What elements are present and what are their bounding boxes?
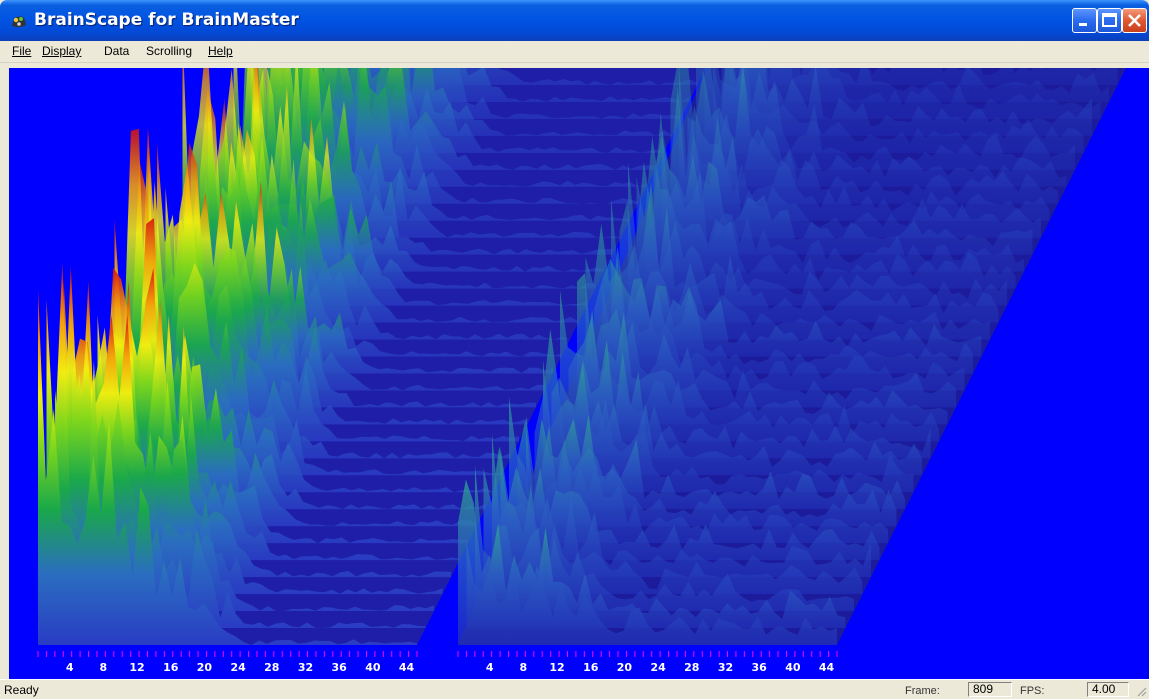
frequency-label: 32 — [718, 661, 733, 674]
status-bar: Ready Frame: 809 FPS: 4.00 — [0, 679, 1149, 699]
frequency-label: 4 — [66, 661, 74, 674]
fps-label: FPS: — [1020, 685, 1045, 697]
spectrum-ridge — [704, 68, 1084, 153]
spectrum-ridge — [492, 433, 871, 578]
frequency-label: 40 — [365, 661, 381, 674]
spectrum-ridge — [131, 160, 511, 459]
spectrum-ridge — [577, 273, 956, 408]
resize-grip-icon[interactable] — [1135, 685, 1147, 697]
spectrum-ridge — [594, 245, 973, 374]
spectrum-ridge — [560, 290, 939, 442]
spectrum-ridge — [636, 136, 1016, 289]
minimize-button[interactable] — [1072, 8, 1097, 33]
frequency-label: 8 — [100, 661, 108, 674]
frequency-label: 32 — [298, 661, 313, 674]
spectrum-ridge — [165, 142, 545, 391]
menu-display-label: Display — [42, 44, 82, 58]
frequency-label: 36 — [332, 661, 348, 674]
maximize-button[interactable] — [1097, 8, 1122, 33]
frame-label: Frame: — [905, 685, 940, 697]
spectrum-ridge — [619, 182, 999, 323]
menu-bar: File Display Data Scrolling Help — [0, 41, 1149, 63]
frequency-label: 20 — [197, 661, 213, 674]
frequency-label: 44 — [399, 661, 415, 674]
frame-value: 809 — [968, 682, 1012, 697]
status-text: Ready — [4, 683, 39, 697]
frequency-label: 24 — [230, 661, 246, 674]
spectrum-ridge — [140, 128, 519, 442]
minimize-icon — [1079, 23, 1087, 26]
menu-file-label: File — [12, 44, 32, 58]
spectrum-ridge — [72, 314, 451, 578]
spectrum-ridge — [628, 162, 1007, 306]
menu-data[interactable]: Data — [104, 44, 129, 58]
spectrum-ridge — [713, 68, 1092, 136]
frequency-label: 28 — [264, 661, 279, 674]
menu-display[interactable]: Display — [42, 44, 81, 58]
menu-scrolling[interactable]: Scrolling — [146, 44, 192, 58]
window-title: BrainScape for BrainMaster — [34, 10, 299, 30]
left-panel-ridges — [38, 68, 698, 645]
brainscape-app-icon — [12, 16, 26, 27]
spectrum-ridge — [458, 479, 837, 645]
spectrum-ridge — [123, 128, 502, 476]
right-frequency-axis: 4 8 12 16 20 24 28 32 36 40 44 — [457, 651, 838, 674]
spectrum-ridge — [551, 340, 931, 459]
close-icon — [1128, 14, 1141, 27]
spectrum-view[interactable]: 4 8 12 16 20 24 28 32 36 40 44 4 8 12 16 20 24 28 32 36 40 4… — [9, 68, 1149, 679]
frequency-label: 12 — [129, 661, 144, 674]
frequency-label: 16 — [583, 661, 599, 674]
frequency-label: 4 — [486, 661, 494, 674]
menu-help-label: Help — [208, 44, 233, 58]
frequency-label: 36 — [752, 661, 768, 674]
frequency-label: 24 — [650, 661, 666, 674]
fps-value: 4.00 — [1087, 682, 1129, 697]
frequency-label: 8 — [520, 661, 528, 674]
frequency-label: 28 — [684, 661, 699, 674]
spectrum-ridge — [679, 68, 1058, 204]
frequency-label: 16 — [163, 661, 179, 674]
menu-help[interactable]: Help — [208, 44, 233, 58]
frequency-label: 12 — [549, 661, 564, 674]
left-frequency-axis: 4 8 12 16 20 24 28 32 36 40 44 — [37, 651, 418, 674]
close-button[interactable] — [1122, 8, 1147, 33]
right-panel-ridges — [458, 68, 1118, 645]
spectrum-ridge — [157, 142, 536, 408]
title-bar[interactable]: BrainScape for BrainMaster — [0, 0, 1149, 41]
frequency-label: 40 — [785, 661, 801, 674]
menu-file[interactable]: File — [12, 44, 31, 58]
frequency-label: 44 — [819, 661, 835, 674]
menu-scrolling-label: Scrolling — [146, 44, 193, 58]
spectrum-ridge — [38, 288, 417, 645]
spectral-waterfall-display: 4 8 12 16 20 24 28 32 36 40 44 4 8 12 16 20 24 28 32 36 40 4… — [37, 68, 1126, 674]
menu-data-label: Data — [104, 44, 130, 58]
spectrum-ridge — [534, 329, 914, 493]
spectrum-ridge — [259, 68, 638, 204]
maximize-icon — [1102, 13, 1117, 27]
spectrum-ridge — [509, 396, 888, 544]
frequency-label: 20 — [617, 661, 633, 674]
